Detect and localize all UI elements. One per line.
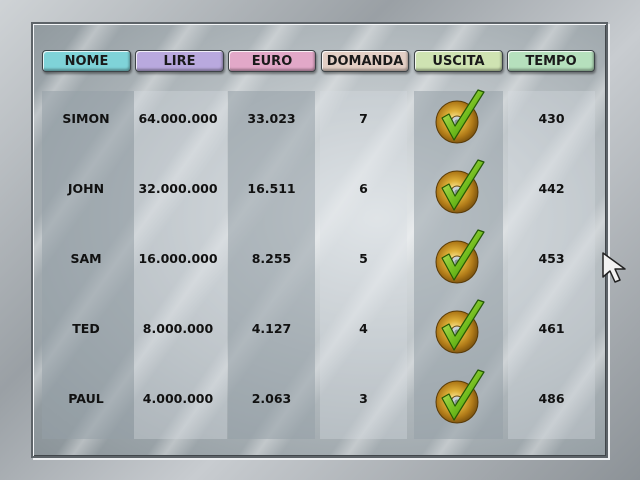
cell-euro: 4.127 — [251, 321, 292, 336]
cell-tempo: 453 — [538, 251, 565, 266]
check-cd-icon — [435, 299, 485, 354]
cell-lire: 64.000.000 — [138, 111, 218, 126]
header-uscita[interactable]: USCITA — [414, 50, 503, 72]
cell-domanda: 7 — [359, 111, 368, 126]
cell-lire: 32.000.000 — [138, 181, 218, 196]
cell-nome: SIMON — [62, 111, 110, 126]
cell-nome: TED — [72, 321, 100, 336]
cell-nome: JOHN — [67, 181, 105, 196]
cell-lire: 8.000.000 — [142, 321, 214, 336]
column-euro — [228, 91, 315, 439]
check-cd-icon — [435, 159, 485, 214]
header-euro[interactable]: EURO — [228, 50, 316, 72]
cell-tempo: 442 — [538, 181, 565, 196]
cell-lire: 4.000.000 — [142, 391, 214, 406]
cell-lire: 16.000.000 — [138, 251, 218, 266]
cell-nome: SAM — [70, 251, 102, 266]
arrow-cursor-icon — [602, 252, 626, 283]
check-cd-icon — [435, 369, 485, 424]
header-tempo[interactable]: TEMPO — [507, 50, 595, 72]
column-domanda — [320, 91, 407, 439]
cell-domanda: 6 — [359, 181, 368, 196]
cell-tempo: 461 — [538, 321, 565, 336]
cell-euro: 8.255 — [251, 251, 292, 266]
column-lire — [134, 91, 227, 439]
cell-euro: 2.063 — [251, 391, 292, 406]
cell-euro: 33.023 — [247, 111, 296, 126]
header-domanda[interactable]: DOMANDA — [321, 50, 409, 72]
header-nome[interactable]: NOME — [42, 50, 131, 72]
cell-domanda: 5 — [359, 251, 368, 266]
check-cd-icon — [435, 229, 485, 284]
column-nome — [42, 91, 134, 439]
header-lire[interactable]: LIRE — [135, 50, 224, 72]
column-tempo — [508, 91, 595, 439]
cell-tempo: 430 — [538, 111, 565, 126]
cell-nome: PAUL — [68, 391, 104, 406]
cell-domanda: 4 — [359, 321, 368, 336]
cell-tempo: 486 — [538, 391, 565, 406]
cell-euro: 16.511 — [247, 181, 296, 196]
check-cd-icon — [435, 89, 485, 144]
cell-domanda: 3 — [359, 391, 368, 406]
